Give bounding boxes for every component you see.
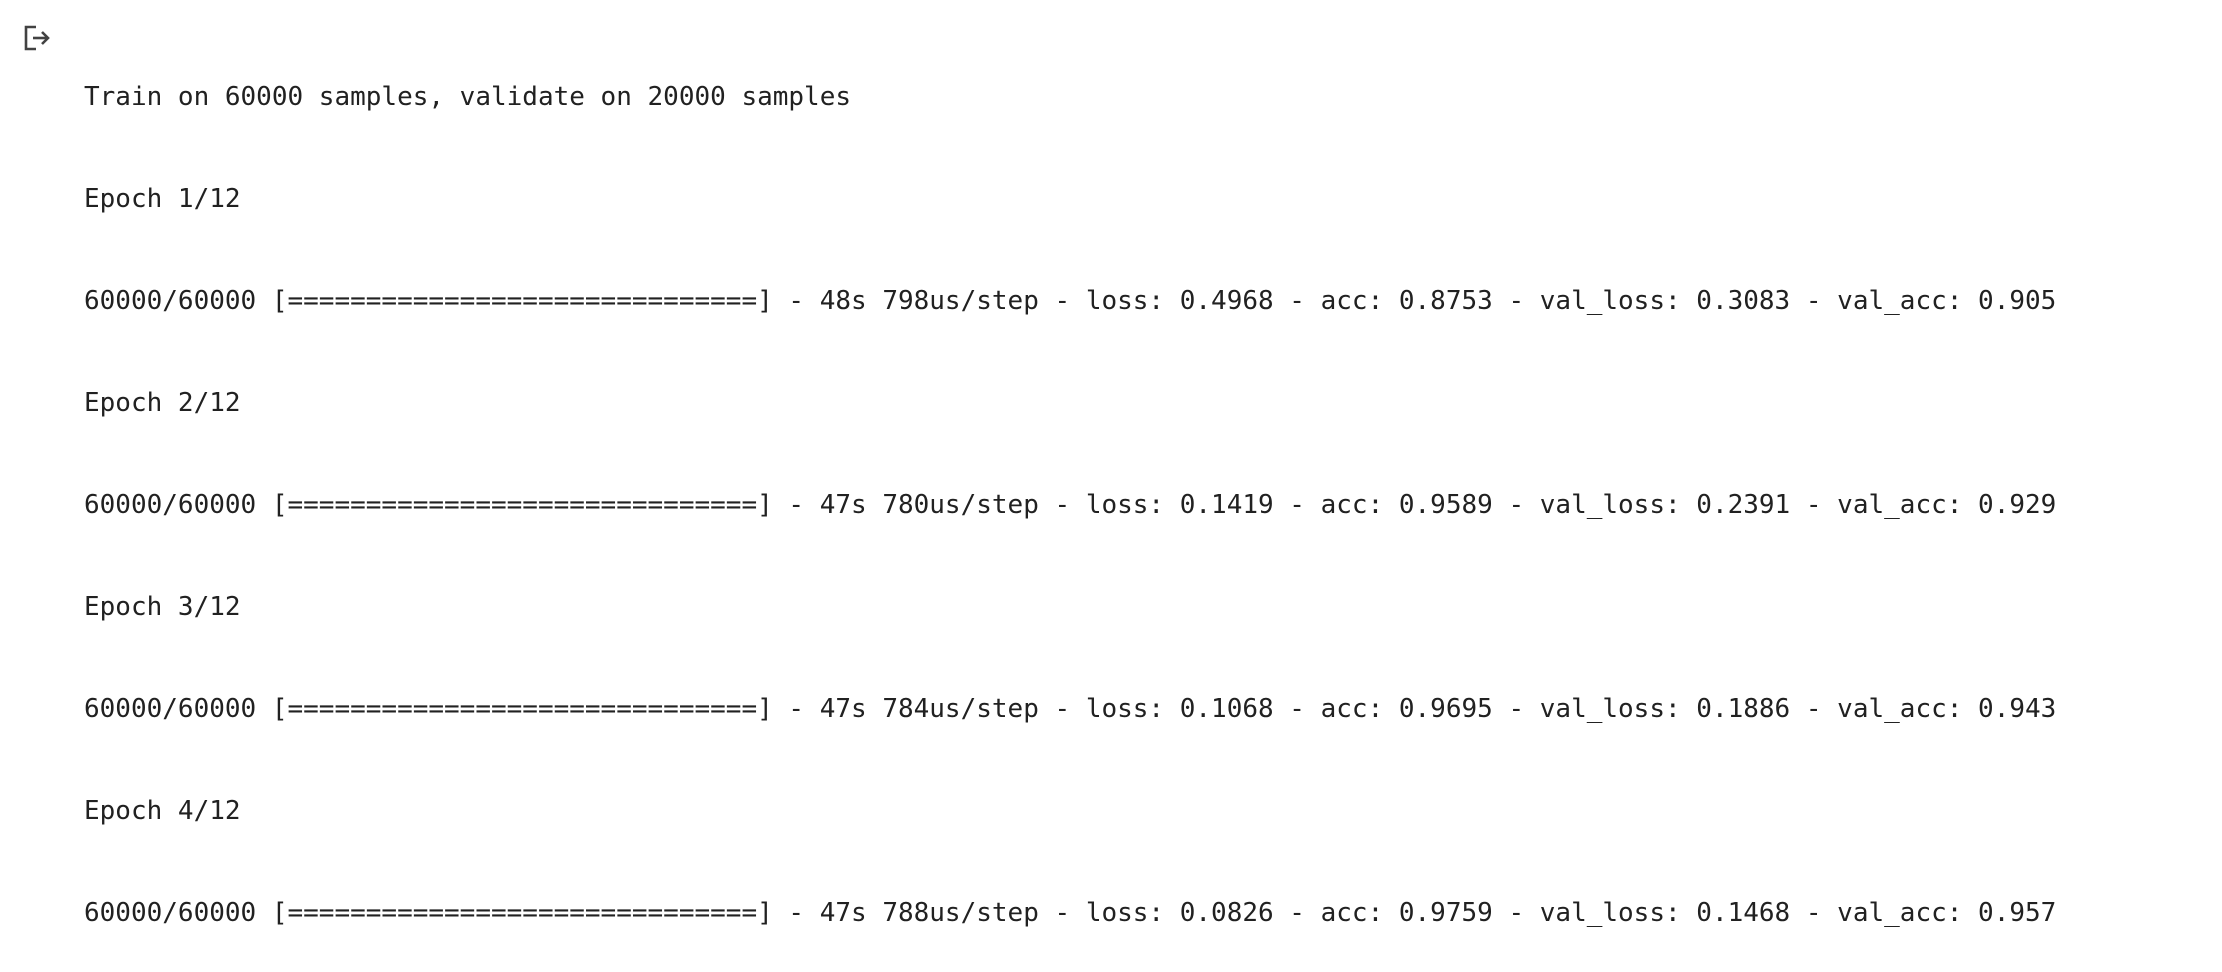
output-line: 60000/60000 [===========================… xyxy=(84,898,2057,928)
output-line: 60000/60000 [===========================… xyxy=(84,694,2057,724)
output-line: Epoch 1/12 xyxy=(84,184,241,214)
training-log-output: Train on 60000 samples, validate on 2000… xyxy=(84,12,2222,972)
output-line: Train on 60000 samples, validate on 2000… xyxy=(84,82,852,112)
output-line: 60000/60000 [===========================… xyxy=(84,490,2057,520)
output-line: Epoch 4/12 xyxy=(84,796,241,826)
output-line: Epoch 3/12 xyxy=(84,592,241,622)
output-arrow-icon[interactable] xyxy=(20,20,56,56)
output-line: 60000/60000 [===========================… xyxy=(84,286,2057,316)
output-line: Epoch 2/12 xyxy=(84,388,241,418)
